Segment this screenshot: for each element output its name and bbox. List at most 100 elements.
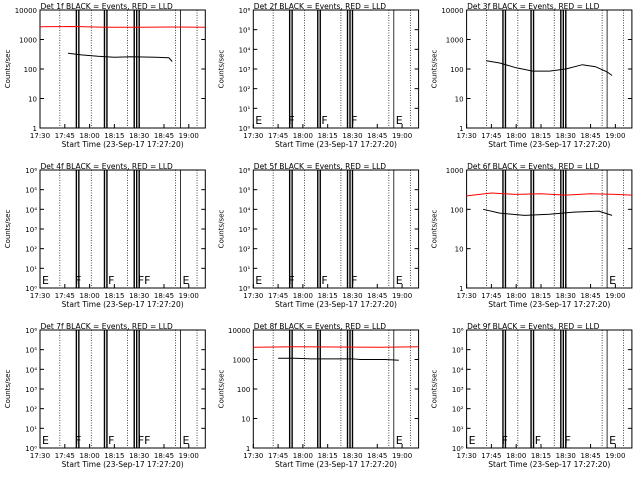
y-tick-label: 10⁰ xyxy=(452,445,464,453)
x-tick-label: 17:45 xyxy=(481,132,501,140)
y-tick-label: 1000 xyxy=(446,167,464,175)
y-tick-label: 10⁰ xyxy=(239,285,251,293)
x-tick-label: 17:30 xyxy=(243,292,263,300)
x-tick-label: 17:30 xyxy=(30,452,50,460)
x-axis-label: Start Time (23-Sep-17 17:27:20) xyxy=(488,140,610,149)
y-tick-label: 10⁰ xyxy=(25,445,37,453)
marker-label: FF xyxy=(138,274,151,287)
x-tick-label: 18:30 xyxy=(342,132,362,140)
y-tick-label: 10⁶ xyxy=(239,167,251,175)
panel-title: Det 3f BLACK = Events, RED = LLD xyxy=(467,2,600,11)
y-tick-label: 10¹ xyxy=(452,425,464,433)
marker-label: E xyxy=(396,274,403,287)
x-tick-label: 18:15 xyxy=(104,132,124,140)
y-tick-label: 10⁵ xyxy=(452,347,464,355)
y-axis-label: Counts/sec xyxy=(217,370,225,409)
marker-label: E xyxy=(396,114,403,127)
x-tick-label: 18:45 xyxy=(367,292,387,300)
panel-title: Det 6f BLACK = Events, RED = LLD xyxy=(467,162,600,171)
y-tick-label: 10¹ xyxy=(25,265,37,273)
y-tick-label: 10² xyxy=(239,86,251,94)
x-tick-label: 18:30 xyxy=(129,132,149,140)
y-tick-label: 10⁵ xyxy=(25,187,37,195)
x-tick-label: 17:45 xyxy=(55,292,75,300)
x-tick-label: 18:15 xyxy=(318,452,338,460)
marker-label: E xyxy=(183,274,190,287)
x-tick-label: 18:00 xyxy=(293,132,313,140)
y-tick-label: 10³ xyxy=(25,386,37,394)
y-axis-label: Counts/sec xyxy=(431,370,439,409)
lld-series-line xyxy=(39,25,206,28)
marker-label: F xyxy=(108,434,114,447)
y-tick-label: 10¹ xyxy=(239,265,251,273)
x-axis-label: Start Time (23-Sep-17 17:27:20) xyxy=(488,300,610,309)
marker-label: E xyxy=(42,274,49,287)
panel-2: Det 2f BLACK = Events, RED = LLD 10⁰ 10¹ 10… xyxy=(217,2,420,149)
x-tick-label: 19:00 xyxy=(392,132,412,140)
marker-label: F xyxy=(502,434,508,447)
x-tick-label: 17:30 xyxy=(243,452,263,460)
x-tick-label: 18:30 xyxy=(556,292,576,300)
y-axis-label: Counts/sec xyxy=(431,210,439,249)
x-tick-label: 19:00 xyxy=(605,452,625,460)
x-tick-label: 18:45 xyxy=(154,132,174,140)
panel-5: Det 5f BLACK = Events, RED = LLD 10⁰ 10¹ 10… xyxy=(217,162,420,309)
events-series-line xyxy=(486,60,613,76)
y-tick-label: 10² xyxy=(452,406,464,414)
y-tick-label: 10² xyxy=(239,246,251,254)
x-axis-label: Start Time (23-Sep-17 17:27:20) xyxy=(488,460,610,469)
y-tick-label: 1000 xyxy=(232,357,250,365)
x-tick-label: 17:30 xyxy=(457,452,477,460)
x-tick-label: 17:45 xyxy=(268,132,288,140)
y-axis-label: Counts/sec xyxy=(217,210,225,249)
x-tick-label: 17:45 xyxy=(55,452,75,460)
marker-label: F xyxy=(75,434,81,447)
plot-frame xyxy=(466,169,633,289)
x-tick-label: 18:15 xyxy=(531,292,551,300)
x-tick-label: 18:30 xyxy=(556,452,576,460)
y-tick-label: 10⁰ xyxy=(239,125,251,133)
marker-label: F xyxy=(321,274,327,287)
y-axis-label: Counts/sec xyxy=(217,50,225,89)
marker-label: E xyxy=(255,274,262,287)
x-tick-label: 18:45 xyxy=(154,452,174,460)
marker-label: E xyxy=(396,434,403,447)
x-tick-label: 18:00 xyxy=(506,452,526,460)
y-tick-label: 1 xyxy=(459,125,463,133)
x-tick-label: 18:15 xyxy=(531,132,551,140)
y-tick-label: 10⁶ xyxy=(239,7,251,15)
y-tick-label: 1 xyxy=(33,125,37,133)
x-axis-label: Start Time (23-Sep-17 17:27:20) xyxy=(62,300,184,309)
y-tick-label: 10³ xyxy=(452,386,464,394)
y-tick-label: 10 xyxy=(455,96,464,104)
x-tick-label: 18:30 xyxy=(342,452,362,460)
marker-label: F xyxy=(288,274,294,287)
marker-label: F xyxy=(108,274,114,287)
x-tick-label: 18:45 xyxy=(580,292,600,300)
x-tick-label: 18:15 xyxy=(104,292,124,300)
y-tick-label: 10000 xyxy=(441,7,463,15)
x-tick-label: 18:15 xyxy=(531,452,551,460)
x-tick-label: 18:15 xyxy=(318,132,338,140)
y-tick-label: 10⁶ xyxy=(25,327,37,335)
y-tick-label: 10 xyxy=(455,246,464,254)
x-tick-label: 18:30 xyxy=(129,292,149,300)
x-tick-label: 18:45 xyxy=(580,132,600,140)
events-series-line xyxy=(68,52,173,62)
x-tick-label: 18:00 xyxy=(79,292,99,300)
y-tick-label: 10 xyxy=(241,416,250,424)
y-tick-label: 10⁴ xyxy=(25,366,37,374)
y-tick-label: 10000 xyxy=(228,327,250,335)
x-axis-label: Start Time (23-Sep-17 17:27:20) xyxy=(275,460,397,469)
x-tick-label: 19:00 xyxy=(392,452,412,460)
y-tick-label: 100 xyxy=(450,206,463,214)
x-tick-label: 18:30 xyxy=(556,132,576,140)
y-axis-label: Counts/sec xyxy=(4,370,12,409)
y-tick-label: 1 xyxy=(246,445,250,453)
y-tick-label: 10⁴ xyxy=(25,206,37,214)
x-tick-label: 18:45 xyxy=(154,292,174,300)
x-tick-label: 18:45 xyxy=(580,452,600,460)
x-tick-label: 19:00 xyxy=(179,452,199,460)
y-tick-label: 10³ xyxy=(239,66,251,74)
y-tick-label: 10 xyxy=(28,96,37,104)
